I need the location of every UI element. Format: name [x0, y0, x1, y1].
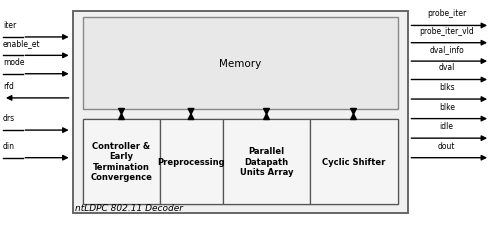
- Text: enable_et: enable_et: [3, 39, 40, 48]
- Bar: [82, 18, 398, 110]
- Text: idle: idle: [440, 122, 454, 131]
- Text: dval_info: dval_info: [430, 45, 464, 54]
- Text: probe_iter: probe_iter: [427, 9, 467, 18]
- Text: blks: blks: [439, 83, 454, 92]
- Bar: [82, 119, 398, 204]
- Bar: [72, 11, 407, 213]
- Text: ntLDPC 802.11 Decoder: ntLDPC 802.11 Decoder: [75, 203, 183, 212]
- Text: Cyclic Shifter: Cyclic Shifter: [322, 157, 386, 166]
- Text: Memory: Memory: [219, 59, 261, 69]
- Bar: [222, 119, 310, 204]
- Text: blke: blke: [439, 102, 455, 111]
- Bar: [310, 119, 398, 204]
- Bar: [82, 119, 160, 204]
- Text: Parallel
Datapath
Units Array: Parallel Datapath Units Array: [240, 147, 293, 176]
- Text: probe_iter_vld: probe_iter_vld: [420, 27, 474, 35]
- Text: mode: mode: [3, 57, 24, 66]
- Text: rfd: rfd: [3, 82, 14, 90]
- Text: din: din: [3, 141, 15, 150]
- Text: Preprocessing: Preprocessing: [158, 157, 225, 166]
- Bar: [160, 119, 222, 204]
- Text: drs: drs: [3, 114, 15, 123]
- Text: dout: dout: [438, 141, 456, 150]
- Text: iter: iter: [3, 21, 16, 30]
- Text: dval: dval: [438, 63, 455, 72]
- Text: Controller &
Early
Termination
Convergence: Controller & Early Termination Convergen…: [90, 142, 152, 181]
